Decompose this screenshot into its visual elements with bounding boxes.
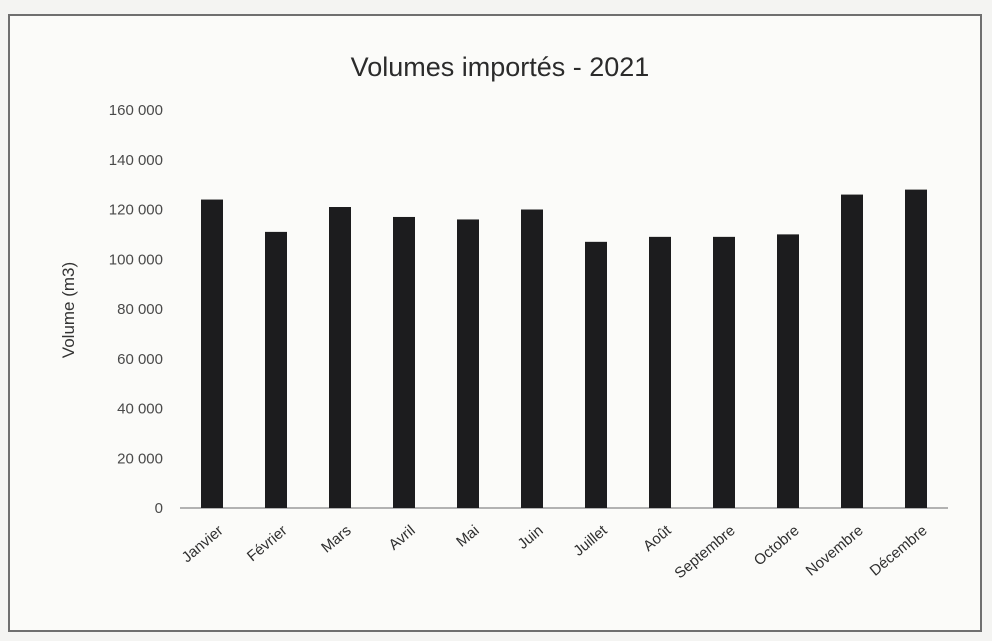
y-tick-label: 120 000 bbox=[109, 202, 163, 219]
x-tick-label: Juin bbox=[515, 522, 547, 553]
y-tick-label: 100 000 bbox=[109, 251, 163, 268]
y-tick-label: 0 bbox=[155, 500, 163, 517]
x-tick-label: Août bbox=[640, 522, 675, 555]
x-tick-label: Mai bbox=[453, 522, 482, 551]
bar-mai bbox=[457, 219, 479, 508]
bar-novembre bbox=[841, 194, 863, 508]
bar-décembre bbox=[905, 189, 927, 508]
chart-title: Volumes importés - 2021 bbox=[351, 52, 650, 82]
bar-janvier bbox=[201, 199, 223, 509]
x-axis-ticks: Janvier Février Mars Avril Mai Juin Juillet Aoû… bbox=[179, 522, 931, 583]
x-tick-label: Décembre bbox=[867, 522, 931, 580]
bars-group bbox=[201, 189, 927, 509]
bar-avril bbox=[393, 216, 415, 508]
x-tick-label: Novembre bbox=[803, 522, 867, 580]
y-axis-ticks: 0 20 000 40 000 60 000 80 000 100 000 120 000 1… bbox=[109, 102, 163, 517]
y-tick-label: 40 000 bbox=[117, 401, 163, 418]
x-tick-label: Septembre bbox=[671, 522, 738, 582]
x-tick-label: Mars bbox=[318, 522, 354, 556]
y-tick-label: 20 000 bbox=[117, 450, 163, 467]
y-tick-label: 80 000 bbox=[117, 301, 163, 318]
bar-mars bbox=[329, 207, 351, 508]
bar-octobre bbox=[777, 234, 799, 508]
bar-juillet bbox=[585, 241, 607, 508]
x-tick-label: Octobre bbox=[751, 522, 803, 569]
x-tick-label: Janvier bbox=[179, 522, 227, 566]
y-tick-label: 140 000 bbox=[109, 152, 163, 169]
x-tick-label: Février bbox=[244, 522, 291, 565]
chart-frame bbox=[8, 14, 982, 632]
bar-février bbox=[265, 231, 287, 508]
bar-septembre bbox=[713, 236, 735, 509]
bar-juin bbox=[521, 209, 543, 508]
y-axis-label: Volume (m3) bbox=[59, 262, 78, 358]
x-tick-label: Avril bbox=[386, 522, 419, 554]
bar-août bbox=[649, 236, 671, 509]
y-tick-label: 60 000 bbox=[117, 351, 163, 368]
x-tick-label: Juillet bbox=[570, 522, 611, 560]
y-tick-label: 160 000 bbox=[109, 102, 163, 119]
